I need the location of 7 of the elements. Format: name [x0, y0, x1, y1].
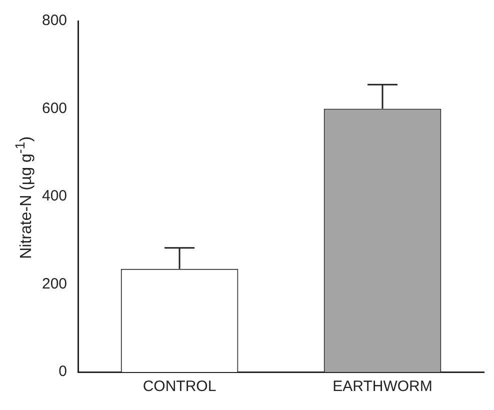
y-tick-label: 0: [58, 363, 68, 380]
y-tick-label: 200: [42, 275, 68, 292]
y-tick-label: 800: [42, 12, 68, 30]
x-tick-label: EARTHWORM: [332, 378, 432, 396]
x-tick-label: CONTROL: [142, 378, 216, 396]
y-tick-label: 600: [42, 100, 68, 117]
y-tick-label: 400: [42, 188, 68, 205]
